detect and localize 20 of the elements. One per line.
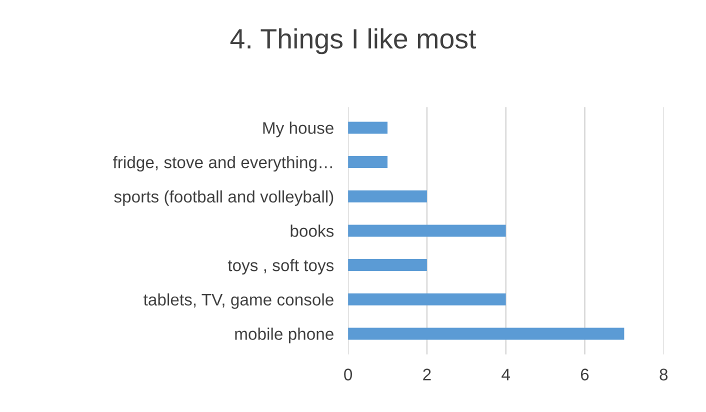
bar <box>348 224 506 237</box>
x-tick-label: 8 <box>660 368 668 380</box>
bar <box>348 190 427 202</box>
y-tick-label: toys , soft toys <box>228 259 334 275</box>
y-tick-label: books <box>290 224 334 237</box>
x-tick-label: 2 <box>423 368 431 380</box>
y-tick-label: sports (football and volleyball) <box>114 190 334 206</box>
x-tick-label: 6 <box>580 368 589 380</box>
bar <box>348 122 388 134</box>
x-tick-label: 0 <box>344 368 352 380</box>
y-tick-label: fridge, stove and everything… <box>113 156 332 172</box>
bar <box>348 156 388 168</box>
y-tick-label: My house <box>263 122 334 138</box>
chart-title: 4. Things I like most <box>230 28 476 54</box>
y-tick-label: mobile phone <box>235 328 334 344</box>
bar <box>348 259 427 272</box>
bar <box>348 328 624 340</box>
y-tick-label: tablets, TV, game console <box>144 293 334 309</box>
x-tick-label: 4 <box>502 368 510 380</box>
bar <box>348 293 506 306</box>
